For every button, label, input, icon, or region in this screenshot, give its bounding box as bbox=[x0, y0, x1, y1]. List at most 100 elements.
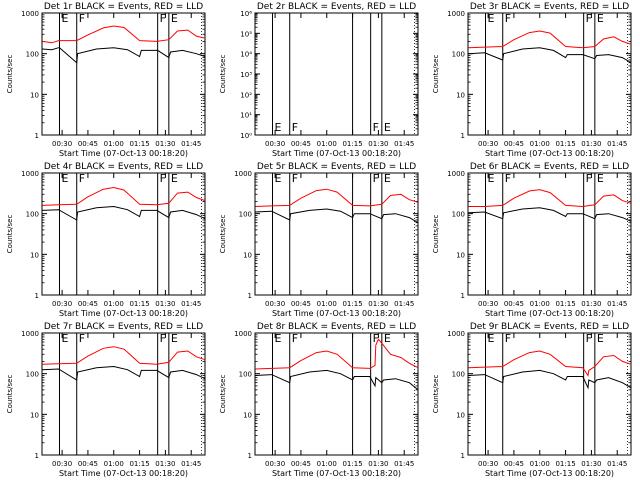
event-marker-label: F bbox=[373, 332, 379, 345]
event-marker-label: E bbox=[488, 12, 495, 25]
y-tick-label: 1000 bbox=[447, 170, 465, 178]
event-marker-label: E bbox=[597, 332, 604, 345]
plot-frame bbox=[41, 172, 206, 296]
chart-panel-det6: Det 6r BLACK = Events, RED = LLD Counts/s… bbox=[432, 162, 632, 318]
y-tick-label: 100 bbox=[239, 211, 252, 219]
y-axis-label: Counts/sec bbox=[219, 55, 227, 94]
x-axis-label: Start Time (07-Oct-13 00:18:20) bbox=[59, 309, 188, 318]
event-marker-label: F bbox=[160, 12, 166, 25]
x-axis-label: Start Time (07-Oct-13 00:18:20) bbox=[485, 309, 614, 318]
x-tick-label: 01:00 bbox=[317, 140, 337, 148]
x-tick-label: 01:00 bbox=[530, 460, 550, 468]
event-marker-label: E bbox=[384, 172, 391, 185]
y-tick-label: 10 bbox=[456, 251, 465, 259]
x-tick-label: 01:45 bbox=[607, 300, 627, 308]
y-tick-label: 1 bbox=[461, 452, 465, 460]
y-tick-label: 100 bbox=[26, 211, 39, 219]
x-tick-label: 00:45 bbox=[504, 140, 524, 148]
series-line-lld bbox=[42, 186, 206, 206]
x-axis-label: Start Time (07-Oct-13 00:18:20) bbox=[59, 469, 188, 478]
x-tick-label: 01:00 bbox=[104, 140, 124, 148]
x-tick-label: 00:45 bbox=[504, 460, 524, 468]
x-tick-label: 01:00 bbox=[104, 300, 124, 308]
x-tick-label: 00:30 bbox=[478, 140, 498, 148]
y-tick-label: 1 bbox=[35, 452, 39, 460]
series-line-lld bbox=[255, 188, 419, 207]
x-tick-label: 01:45 bbox=[181, 300, 201, 308]
event-marker-label: F bbox=[79, 332, 85, 345]
y-tick-label: 10 bbox=[456, 411, 465, 419]
plot-frame bbox=[467, 172, 632, 296]
chart-panel-det1: Det 1r BLACK = Events, RED = LLD Counts/s… bbox=[6, 2, 206, 158]
plot-frame bbox=[254, 332, 419, 456]
event-marker-label: E bbox=[488, 172, 495, 185]
x-tick-label: 00:45 bbox=[504, 300, 524, 308]
x-tick-label: 01:15 bbox=[555, 300, 575, 308]
event-marker-label: F bbox=[373, 172, 379, 185]
chart-title: Det 5r BLACK = Events, RED = LLD bbox=[257, 162, 416, 172]
chart-title: Det 9r BLACK = Events, RED = LLD bbox=[470, 322, 629, 332]
event-marker-label: E bbox=[597, 12, 604, 25]
y-tick-label: 1000 bbox=[234, 330, 252, 338]
x-tick-label: 01:30 bbox=[155, 460, 175, 468]
chart-title: Det 7r BLACK = Events, RED = LLD bbox=[44, 322, 203, 332]
event-marker-label: E bbox=[171, 12, 178, 25]
x-tick-label: 00:30 bbox=[265, 140, 285, 148]
y-tick-label: 100 bbox=[452, 371, 465, 379]
y-tick-label: 10 bbox=[243, 411, 252, 419]
series-line-lld bbox=[255, 338, 419, 370]
chart-panel-det4: Det 4r BLACK = Events, RED = LLD Counts/s… bbox=[6, 162, 206, 318]
x-tick-label: 01:15 bbox=[129, 300, 149, 308]
y-tick-label: 1 bbox=[248, 292, 252, 300]
event-marker-label: F bbox=[586, 332, 592, 345]
y-tick-label: 1 bbox=[35, 292, 39, 300]
x-tick-label: 01:30 bbox=[368, 300, 388, 308]
x-tick-label: 01:45 bbox=[181, 460, 201, 468]
y-axis-label: Counts/sec bbox=[432, 215, 440, 254]
plot-frame bbox=[254, 172, 419, 296]
series-line-lld bbox=[468, 30, 632, 49]
x-tick-label: 00:45 bbox=[291, 460, 311, 468]
y-tick-label: 1 bbox=[248, 452, 252, 460]
y-tick-label: 10 bbox=[243, 251, 252, 259]
chart-panel-det5: Det 5r BLACK = Events, RED = LLD Counts/s… bbox=[219, 162, 419, 318]
chart-title: Det 1r BLACK = Events, RED = LLD bbox=[44, 2, 203, 12]
series-line-lld bbox=[42, 25, 206, 44]
event-marker-label: E bbox=[384, 121, 391, 134]
y-axis-label: Counts/sec bbox=[219, 215, 227, 254]
chart-title: Det 8r BLACK = Events, RED = LLD bbox=[257, 322, 416, 332]
event-marker-label: F bbox=[292, 172, 298, 185]
y-tick-label: 1000 bbox=[21, 330, 39, 338]
event-marker-label: E bbox=[62, 12, 69, 25]
chart-panel-det2: Det 2r BLACK = Events, RED = LLD Counts/s… bbox=[219, 2, 419, 158]
chart-title: Det 3r BLACK = Events, RED = LLD bbox=[470, 2, 629, 12]
plot-frame bbox=[467, 332, 632, 456]
series-line-events bbox=[468, 207, 632, 222]
chart-panel-det9: Det 9r BLACK = Events, RED = LLD Counts/s… bbox=[432, 322, 632, 478]
x-tick-label: 00:30 bbox=[265, 300, 285, 308]
y-axis-label: Counts/sec bbox=[6, 55, 14, 94]
x-tick-label: 01:00 bbox=[530, 140, 550, 148]
x-tick-label: 01:30 bbox=[581, 140, 601, 148]
x-tick-label: 00:45 bbox=[78, 300, 98, 308]
series-line-events bbox=[42, 365, 206, 381]
chart-title: Det 4r BLACK = Events, RED = LLD bbox=[44, 162, 203, 172]
series-line-lld bbox=[468, 189, 632, 208]
chart-title: Det 2r BLACK = Events, RED = LLD bbox=[257, 2, 416, 12]
x-tick-label: 00:30 bbox=[265, 460, 285, 468]
x-tick-label: 01:30 bbox=[581, 300, 601, 308]
event-marker-label: E bbox=[275, 332, 282, 345]
x-tick-label: 01:45 bbox=[607, 140, 627, 148]
event-marker-label: E bbox=[488, 332, 495, 345]
event-marker-label: E bbox=[171, 332, 178, 345]
event-marker-label: F bbox=[586, 12, 592, 25]
x-tick-label: 01:00 bbox=[104, 460, 124, 468]
y-tick-label: 10⁶ bbox=[240, 10, 252, 18]
y-tick-label: 10³ bbox=[240, 71, 252, 79]
y-tick-label: 10 bbox=[30, 411, 39, 419]
event-marker-label: F bbox=[505, 12, 511, 25]
y-tick-label: 100 bbox=[26, 51, 39, 59]
event-marker-label: F bbox=[79, 172, 85, 185]
y-tick-label: 1000 bbox=[21, 10, 39, 18]
plot-frame bbox=[467, 12, 632, 136]
